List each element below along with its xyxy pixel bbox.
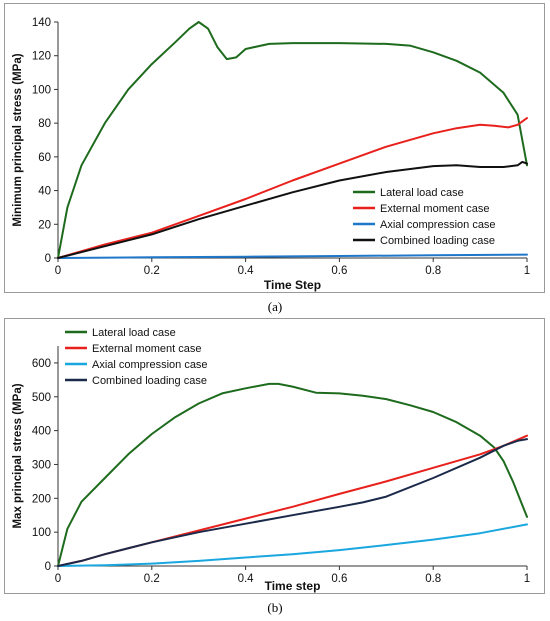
series-line-3 — [57, 253, 528, 259]
legend-label-3: Axial compression case — [92, 359, 208, 371]
caption-a: (a) — [267, 299, 283, 314]
x-tick-label: 0.2 — [144, 265, 160, 277]
legend-label-1: Lateral load case — [92, 327, 176, 339]
y-tick-label: 120 — [32, 51, 51, 63]
x-tick-label: 0.4 — [238, 265, 255, 277]
legend-label-2: External moment case — [92, 343, 201, 355]
x-tick-label: 1 — [524, 265, 530, 277]
series-line-4 — [57, 438, 528, 567]
x-tick-label: 0.8 — [425, 265, 441, 277]
x-tick-label: 0 — [55, 573, 61, 585]
legend-label-3: Axial compression case — [380, 219, 496, 231]
chart-a: 0 20 40 60 80 100 120 140 0 0.2 0.4 0.6 0.8 1 Time Ste… — [12, 17, 530, 292]
x-tick-label: 0.6 — [331, 573, 347, 585]
x-tick-label: 0.2 — [144, 573, 160, 585]
y-tick-label: 200 — [32, 493, 51, 505]
x-tick-label: 0 — [55, 265, 61, 277]
caption-b: (b) — [267, 600, 283, 615]
x-tick-label: 0.6 — [331, 265, 347, 277]
legend-label-4: Combined loading case — [92, 375, 207, 387]
x-tick-label: 1 — [524, 573, 530, 585]
y-tick-label: 60 — [38, 152, 51, 164]
y-tick-label: 100 — [32, 84, 51, 96]
y-tick-label: 0 — [45, 561, 51, 573]
series-line-4 — [57, 160, 528, 259]
y-tick-label: 20 — [38, 219, 51, 231]
y-tick-label: 500 — [32, 392, 51, 404]
y-tick-label: 80 — [38, 118, 51, 130]
legend-label-2: External moment case — [380, 203, 489, 215]
y-tick-label: 300 — [32, 459, 51, 471]
chart-b: 0 100 200 300 400 500 600 0 0.2 0.4 0.6 0.8 1 Time st… — [12, 327, 530, 593]
x-axis-title: Time step — [265, 579, 321, 593]
x-axis-title: Time Step — [264, 278, 321, 292]
y-tick-label: 40 — [38, 186, 51, 198]
series-line-3 — [57, 523, 528, 567]
chart-panel-b: 0 100 200 300 400 500 600 0 0.2 0.4 0.6 0.8 1 Time st… — [4, 318, 545, 594]
y-tick-label: 600 — [32, 358, 51, 370]
chart-panel-a: 0 20 40 60 80 100 120 140 0 0.2 0.4 0.6 0.8 1 Time Ste… — [4, 3, 545, 293]
x-tick-label: 0.8 — [425, 573, 441, 585]
y-tick-label: 0 — [45, 253, 51, 265]
legend-label-4: Combined loading case — [380, 235, 495, 247]
series-line-2 — [57, 117, 528, 259]
series-line-1 — [57, 21, 528, 259]
y-tick-label: 140 — [32, 17, 51, 29]
y-tick-label: 100 — [32, 527, 51, 539]
y-axis-title: Max principal stress (MPa) — [12, 383, 24, 528]
x-tick-label: 0.4 — [238, 573, 255, 585]
series-line-1 — [57, 382, 528, 567]
y-axis-title: Minimum principal stress (MPa) — [12, 53, 24, 226]
legend-label-1: Lateral load case — [380, 187, 464, 199]
y-tick-label: 400 — [32, 426, 51, 438]
